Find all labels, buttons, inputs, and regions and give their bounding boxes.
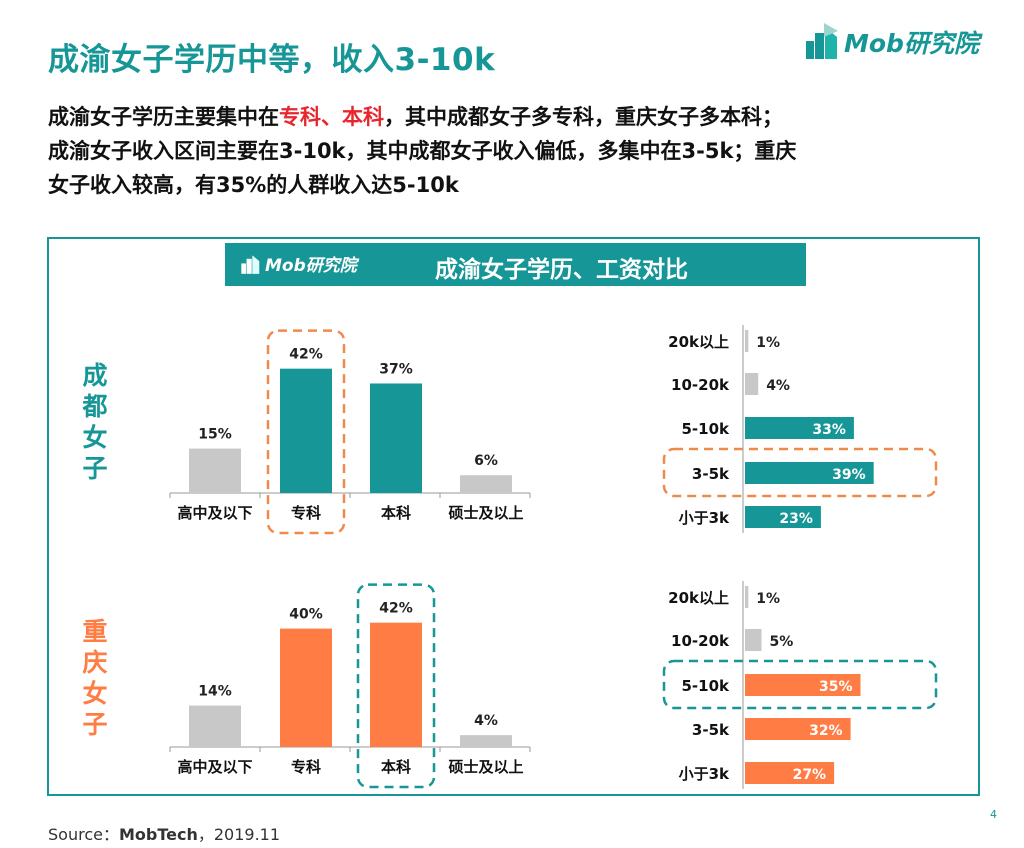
summary-line-1-a: 成渝女子学历主要集中在	[48, 105, 279, 129]
banner-title: 成渝女子学历、工资对比	[435, 257, 688, 283]
income-bar	[745, 674, 861, 696]
summary-highlight-zhuanke: 专科	[279, 105, 321, 129]
edu-bar-label: 4%	[474, 713, 498, 729]
mob-logo-icon	[806, 23, 838, 59]
summary-highlight-benke: 本科	[342, 105, 384, 129]
page-title: 成渝女子学历中等，收入3-10k	[48, 42, 496, 78]
income-bar	[745, 718, 851, 740]
group-label-char: 子	[82, 454, 107, 483]
income-category-label: 小于3k	[679, 765, 730, 783]
income-bar-label: 27%	[793, 767, 827, 783]
edu-category-label: 本科	[381, 758, 411, 776]
edu-bar-label: 37%	[379, 361, 413, 377]
income-category-label: 3-5k	[692, 465, 730, 483]
source-prefix: Source：	[48, 825, 119, 844]
income-category-label: 10-20k	[671, 632, 730, 650]
income-bar	[745, 417, 854, 439]
edu-category-label: 高中及以下	[177, 758, 252, 776]
income-category-label: 5-10k	[681, 420, 730, 438]
income-bar-label: 32%	[809, 723, 843, 739]
summary-line-1-b: ，其中成都女子多专科，重庆女子多本科；	[384, 105, 783, 129]
summary-highlight-sep: 、	[321, 105, 342, 129]
edu-bar	[370, 383, 422, 493]
income-bar-label: 4%	[766, 378, 790, 394]
edu-bar-label: 6%	[474, 453, 498, 469]
edu-bar-label: 14%	[198, 684, 232, 700]
income-bar-label: 23%	[779, 511, 813, 527]
income-highlight-box	[662, 659, 938, 710]
summary-line-1: 成渝女子学历主要集中在专科、本科，其中成都女子多专科，重庆女子多本科；	[48, 100, 988, 134]
edu-category-label: 专科	[291, 504, 321, 522]
income-bar	[745, 330, 749, 352]
edu-category-label: 高中及以下	[177, 504, 252, 522]
summary-line-2: 成渝女子收入区间主要在3-10k，其中成都女子收入偏低，多集中在3-5k；重庆	[48, 139, 797, 163]
group-label-char: 女	[82, 679, 107, 708]
income-category-label: 20k以上	[668, 333, 729, 351]
income-bar	[745, 506, 821, 528]
income-category-label: 3-5k	[692, 721, 730, 739]
edu-bar-label: 42%	[379, 601, 413, 617]
banner-logo: Mob研究院	[239, 251, 357, 276]
income-bar-label: 39%	[832, 467, 866, 483]
income-highlight-box	[662, 447, 938, 498]
banner-logo-text: Mob研究院	[265, 256, 357, 276]
edu-bar	[460, 735, 512, 747]
group-label-char: 重	[82, 617, 107, 646]
income-bar-label: 35%	[819, 679, 853, 695]
edu-category-label: 硕士及以上	[448, 758, 523, 776]
edu-bar	[280, 628, 332, 747]
income-category-label: 5-10k	[681, 677, 730, 695]
income-bar-label: 1%	[756, 591, 780, 607]
edu-category-label: 专科	[291, 758, 321, 776]
source-note: Source：MobTech，2019.11	[48, 821, 280, 845]
income-bar	[745, 586, 749, 608]
logo-text: Mob研究院	[844, 29, 979, 58]
income-bar	[745, 373, 759, 395]
group-label-char: 庆	[82, 648, 107, 677]
edu-bar	[460, 475, 512, 493]
edu-bar	[189, 448, 241, 493]
edu-bar	[189, 705, 241, 747]
income-bar-label: 5%	[770, 634, 794, 650]
income-category-label: 10-20k	[671, 376, 730, 394]
banner-logo-icon	[241, 254, 260, 274]
edu-bar	[370, 622, 422, 747]
source-suffix: ，2019.11	[197, 825, 281, 844]
source-name: MobTech	[118, 825, 198, 844]
edu-category-label: 硕士及以上	[448, 504, 523, 522]
mob-logo: Mob研究院	[804, 20, 979, 64]
chart-panel	[47, 237, 980, 796]
income-category-label: 20k以上	[668, 589, 729, 607]
summary-text: 成渝女子学历主要集中在专科、本科，其中成都女子多专科，重庆女子多本科； 成渝女子…	[48, 100, 988, 202]
group-label-char: 子	[82, 710, 107, 739]
income-category-label: 小于3k	[679, 509, 730, 527]
income-bar	[745, 762, 835, 784]
group-label-char: 都	[81, 392, 107, 421]
edu-bar-label: 15%	[198, 427, 232, 443]
edu-bar-label: 42%	[289, 347, 323, 363]
income-bar	[745, 629, 762, 651]
income-bar	[745, 462, 874, 484]
page-number: 4	[990, 808, 997, 821]
chart-banner: Mob研究院 成渝女子学历、工资对比	[225, 243, 806, 286]
group-label-char: 女	[82, 423, 107, 452]
edu-bar-label: 40%	[289, 607, 323, 623]
summary-line-3: 女子收入较高，有35%的人群收入达5-10k	[48, 173, 459, 197]
income-bar-label: 1%	[756, 335, 780, 351]
edu-category-label: 本科	[381, 504, 411, 522]
income-bar-label: 33%	[812, 422, 846, 438]
group-label-char: 成	[82, 361, 107, 390]
edu-bar	[280, 368, 332, 493]
